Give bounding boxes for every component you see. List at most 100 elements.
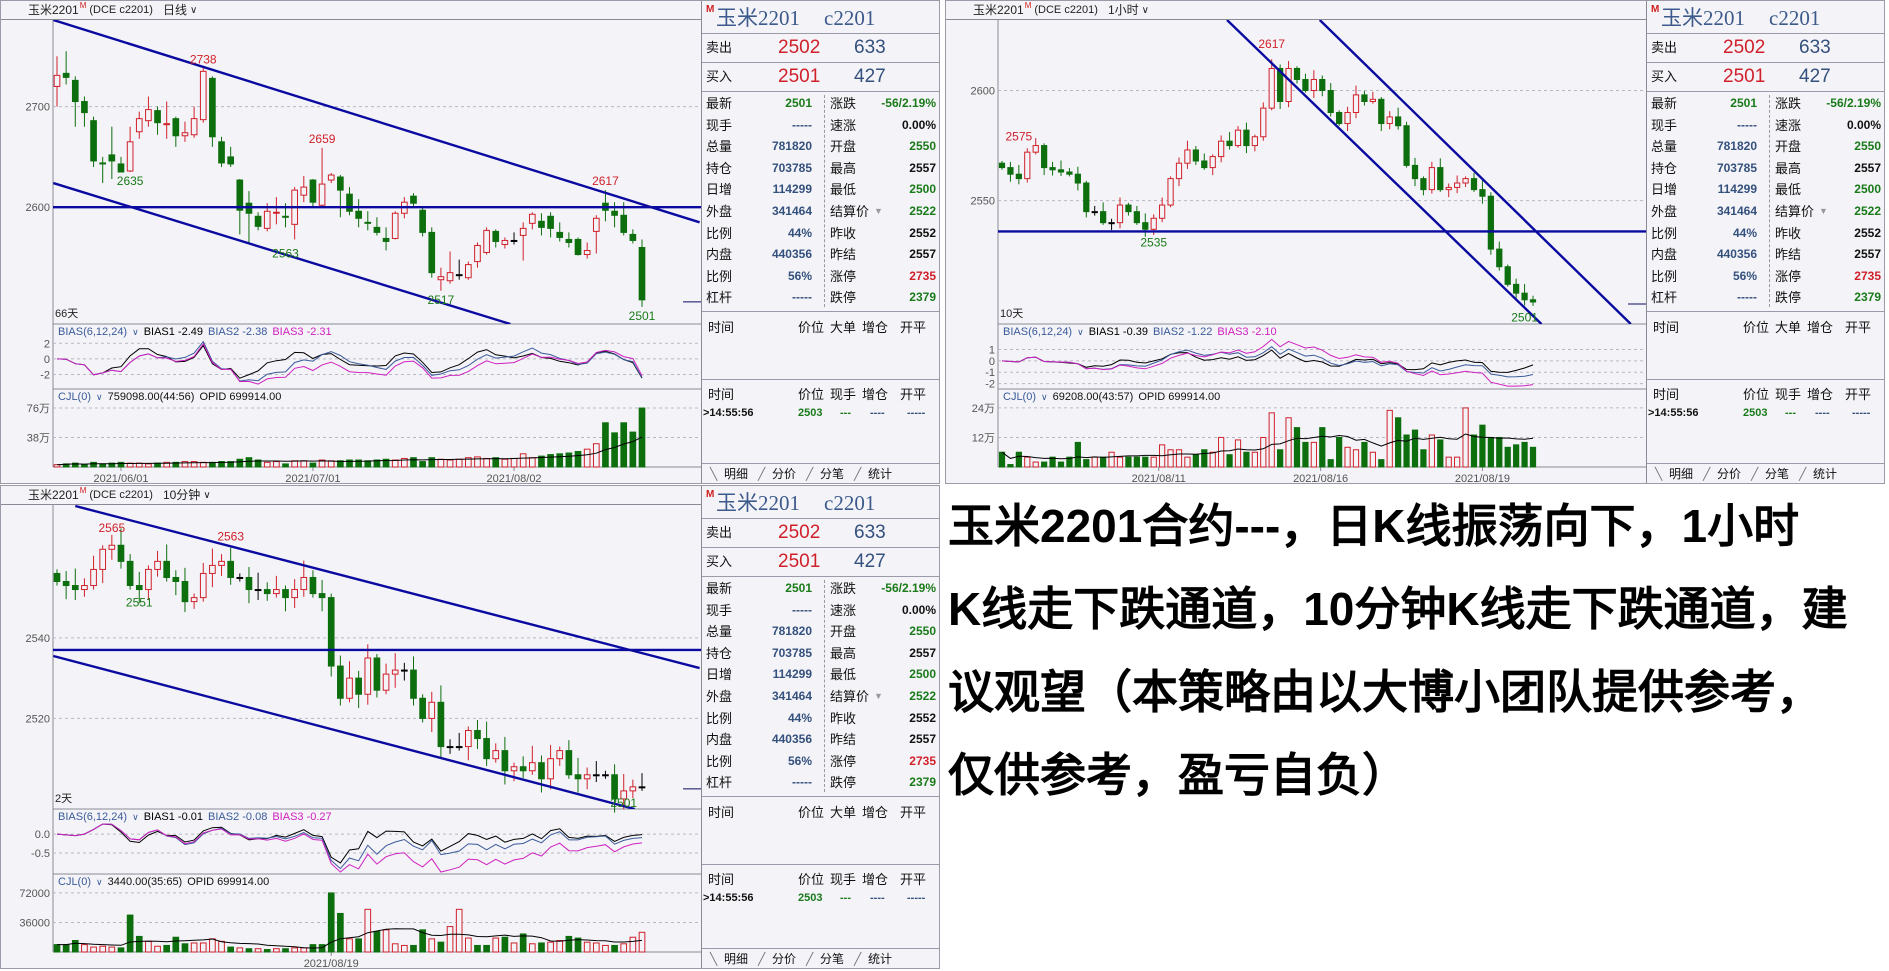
bid-row: 买入 2501 427	[1647, 63, 1884, 92]
chevron-down-icon[interactable]: ∨	[1077, 327, 1084, 337]
chart-canvas[interactable]: 2700 2600 2021/06/01 2021/07/01 2021/08/02 66…	[1, 1, 701, 484]
chevron-down-icon[interactable]: ∨	[132, 812, 139, 822]
tab-price[interactable]: 分价	[1717, 467, 1742, 481]
chevron-down-icon[interactable]: ∨	[1141, 5, 1149, 16]
stat-label: 跌停	[830, 775, 857, 791]
tab-separator-icon: ╲	[1655, 467, 1663, 481]
chevron-down-icon[interactable]: ∨	[132, 327, 139, 337]
volume-bar	[1057, 461, 1065, 468]
stat-value: 114299	[1717, 182, 1757, 197]
volume-bar	[172, 936, 180, 953]
bias-tick-label: -1	[985, 367, 995, 379]
channel-line[interactable]	[53, 20, 700, 224]
strategy-note: 玉米2201合约---，日K线振荡向下，1小时 K线走下跌通道，10分钟K线走下…	[945, 485, 1889, 971]
bias1-line	[1001, 349, 1534, 373]
stat-value: -----	[1737, 117, 1757, 132]
chart-canvas[interactable]: 2600 2550 2021/08/11 2021/08/16 2021/08/19 10…	[946, 1, 1646, 484]
candle	[574, 237, 582, 256]
tab-price[interactable]: 分价	[772, 952, 797, 966]
kline-chart[interactable]: 2600 2550 2021/08/11 2021/08/16 2021/08/19 10…	[946, 1, 1646, 484]
chevron-down-icon[interactable]: ∨	[96, 877, 103, 887]
bias-tick-label: 1	[989, 345, 995, 357]
volume-bar	[1352, 449, 1360, 468]
tab-price[interactable]: 分价	[772, 467, 797, 481]
chevron-down-icon[interactable]: ∨	[203, 490, 211, 501]
stat-label: 结算价	[1775, 204, 1815, 219]
stat-label: 跌停	[1775, 290, 1802, 306]
candle	[181, 567, 189, 613]
bid-price: 2501	[778, 551, 821, 572]
dropdown-arrow-icon[interactable]: ▼	[1819, 206, 1828, 216]
candle	[483, 227, 490, 255]
chevron-down-icon[interactable]: ∨	[189, 5, 198, 16]
column-header: 时间	[708, 872, 735, 887]
quote-stat-row: 现手 ----- 速涨 0.00%	[702, 115, 939, 136]
tab-detail[interactable]: 明细	[724, 467, 749, 481]
tab-stats[interactable]: 统计	[868, 467, 893, 481]
channel-line[interactable]	[1318, 20, 1632, 324]
kline-chart[interactable]: 2540 2520 2021/08/19 2天 2565 2563 2551 2501 0.0 -…	[1, 486, 701, 969]
candle	[327, 173, 335, 184]
candle	[181, 121, 189, 142]
dropdown-arrow-icon[interactable]: ▼	[874, 691, 883, 701]
bias-indicator-selector[interactable]: BIAS(6,12,24)	[58, 811, 127, 823]
quote-stat-row: 杠杆 ----- 跌停 2379	[702, 287, 939, 308]
volume-bar	[1049, 456, 1056, 468]
period-selector[interactable]: 日线	[162, 3, 187, 17]
tab-tick[interactable]: 分笔	[1765, 467, 1790, 481]
tab-stats[interactable]: 统计	[868, 952, 893, 966]
stat-label: 昨收	[1775, 225, 1802, 241]
candle	[638, 239, 646, 307]
price-tick-label: 2520	[26, 713, 50, 725]
dropdown-arrow-icon[interactable]: ▼	[874, 206, 883, 216]
tab-detail[interactable]: 明细	[1669, 467, 1694, 481]
tab-stats[interactable]: 统计	[1813, 467, 1838, 481]
volume-bar	[172, 461, 180, 468]
channel-line[interactable]	[53, 654, 635, 809]
candle	[565, 740, 573, 779]
quote-stat-row: 日增 114299 最低 2500	[702, 179, 939, 200]
bias-indicator-selector[interactable]: BIAS(6,12,24)	[1003, 326, 1072, 338]
volume-bar	[291, 947, 298, 953]
cjl-indicator-selector[interactable]: CJL(0)	[58, 391, 91, 403]
candle	[1428, 161, 1435, 194]
volume-bar	[199, 942, 207, 953]
column-divider	[824, 580, 825, 792]
stat-label: 昨收	[830, 225, 857, 241]
volume-tick-label: 76万	[27, 403, 50, 415]
channel-line[interactable]	[1226, 20, 1543, 324]
tab-tick[interactable]: 分笔	[820, 952, 845, 966]
chevron-down-icon[interactable]: ∨	[1041, 392, 1048, 402]
stat-label: 持仓	[1651, 160, 1678, 176]
bid-volume: 427	[854, 551, 886, 572]
channel-line[interactable]	[53, 181, 511, 324]
stat-value: 0.00%	[901, 117, 936, 132]
chevron-down-icon[interactable]: ∨	[96, 392, 103, 402]
volume-bar	[1167, 449, 1174, 468]
candle	[71, 76, 79, 127]
column-header: 时间	[708, 320, 735, 335]
tab-separator-icon: ╱	[1751, 467, 1759, 481]
cjl-indicator-selector[interactable]: CJL(0)	[1003, 391, 1036, 403]
candle	[382, 227, 390, 251]
cjl-indicator-selector[interactable]: CJL(0)	[58, 876, 91, 888]
volume-bar	[611, 432, 618, 468]
quote-stat-row: 比例 44% 昨收 2552	[1647, 223, 1884, 244]
chart-canvas[interactable]: 2540 2520 2021/08/19 2天 2565 2563 2551 2501 0.0 -…	[1, 486, 701, 969]
volume-bar	[99, 463, 107, 468]
volume-bar	[263, 461, 271, 468]
stat-label: 涨停	[830, 268, 857, 284]
volume-bar	[1116, 456, 1124, 468]
period-selector[interactable]: 10分钟	[162, 488, 201, 502]
stat-label: 总量	[706, 139, 733, 155]
tab-tick[interactable]: 分笔	[820, 467, 845, 481]
volume-bar	[145, 940, 152, 953]
bias-indicator-selector[interactable]: BIAS(6,12,24)	[58, 326, 127, 338]
candle	[382, 663, 390, 695]
tab-detail[interactable]: 明细	[724, 952, 749, 966]
volume-bar	[474, 456, 481, 468]
period-selector[interactable]: 1小时	[1107, 3, 1139, 17]
kline-chart[interactable]: 2700 2600 2021/06/01 2021/07/01 2021/08/02 66…	[1, 1, 701, 484]
volume-bar	[538, 455, 545, 468]
channel-line[interactable]	[74, 505, 700, 670]
